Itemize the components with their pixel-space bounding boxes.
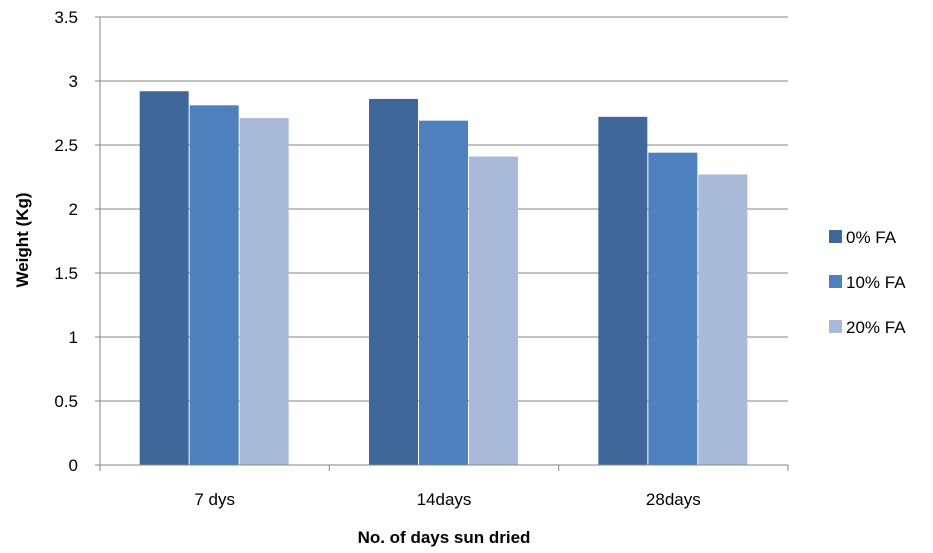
bar <box>189 105 239 465</box>
bar <box>419 120 468 466</box>
y-tick-label: 0.5 <box>54 392 78 411</box>
x-axis-title: No. of days sun dried <box>358 528 531 547</box>
y-tick-label: 3.5 <box>54 8 78 27</box>
bars <box>139 91 748 466</box>
legend-swatch <box>829 230 842 243</box>
x-tick-labels: 7 dys 14days 28days <box>194 490 700 509</box>
x-tick-label: 7 dys <box>194 490 235 509</box>
bar <box>648 152 698 465</box>
legend-label: 20% FA <box>846 318 906 337</box>
y-tick-label: 1.5 <box>54 264 78 283</box>
y-tick-labels: 0 0.5 1 1.5 2 2.5 3 3.5 <box>54 8 78 475</box>
bar <box>698 174 748 465</box>
x-tick-label: 28days <box>646 490 701 509</box>
bar <box>598 116 648 465</box>
y-tick-label: 0 <box>69 456 78 475</box>
legend: 0% FA 10% FA 20% FA <box>829 228 906 337</box>
y-tick-label: 2.5 <box>54 136 78 155</box>
bar <box>469 156 518 465</box>
legend-label: 0% FA <box>846 228 897 247</box>
legend-swatch <box>829 320 842 333</box>
legend-label: 10% FA <box>846 273 906 292</box>
y-tick-label: 2 <box>69 200 78 219</box>
legend-swatch <box>829 275 842 288</box>
axes <box>95 16 789 471</box>
y-tick-label: 3 <box>69 72 78 91</box>
x-tick-label: 14days <box>417 490 472 509</box>
y-tick-label: 1 <box>69 328 78 347</box>
bar <box>239 118 289 466</box>
bar <box>139 91 189 466</box>
bar <box>369 98 418 466</box>
y-axis-title: Weight (Kg) <box>13 192 32 287</box>
